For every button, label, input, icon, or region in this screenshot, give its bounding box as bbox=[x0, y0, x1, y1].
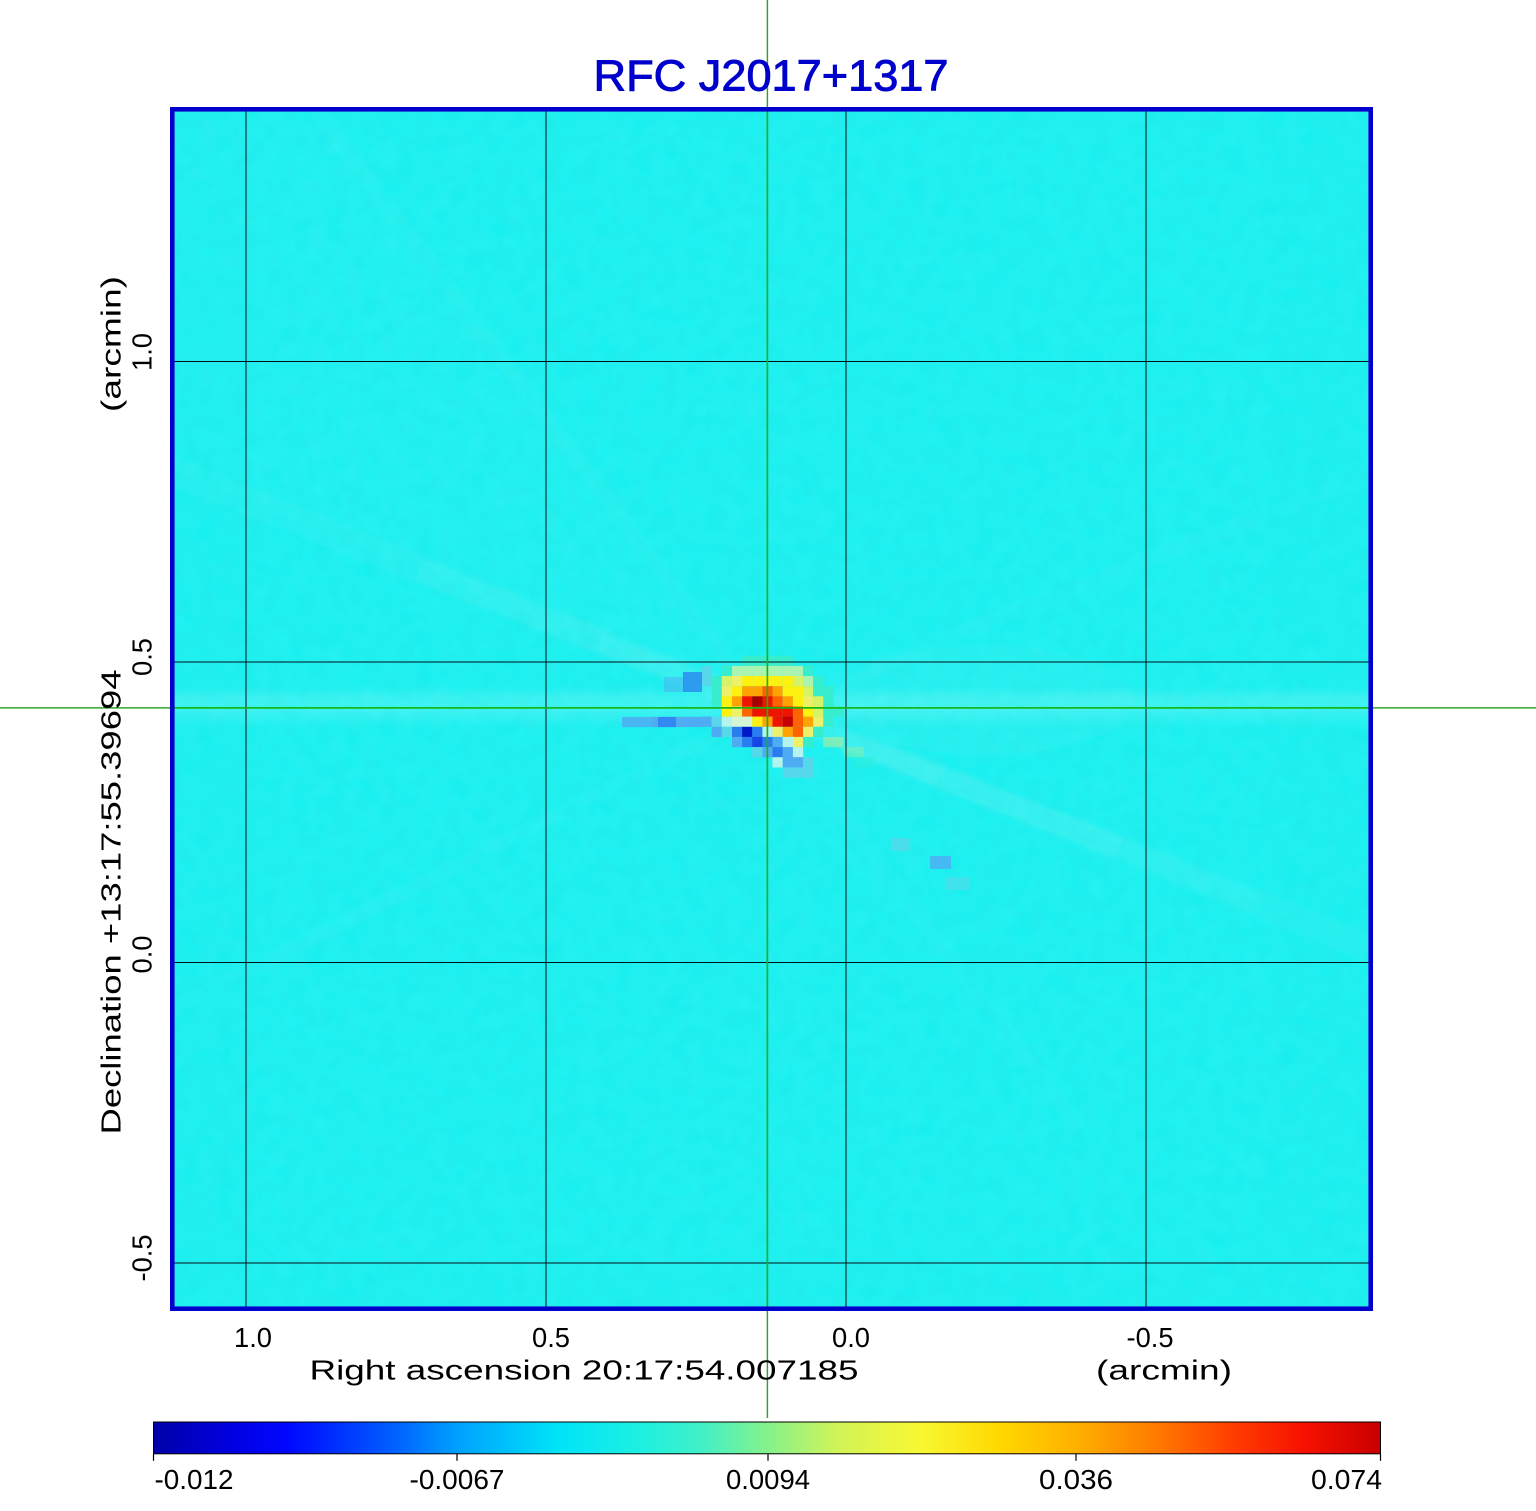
svg-text:Right ascension 20:17:54.0071: Right ascension 20:17:54.007185 bbox=[310, 1354, 859, 1385]
svg-text:-0.5: -0.5 bbox=[1127, 1322, 1174, 1353]
svg-text:0.0: 0.0 bbox=[832, 1322, 870, 1353]
svg-text:(arcmin): (arcmin) bbox=[1096, 1354, 1232, 1385]
svg-text:0.5: 0.5 bbox=[127, 638, 158, 676]
svg-text:0.0094: 0.0094 bbox=[726, 1464, 810, 1495]
svg-text:Declination +13:17:55.39694: Declination +13:17:55.39694 bbox=[96, 670, 127, 1135]
svg-text:1.0: 1.0 bbox=[234, 1322, 272, 1353]
svg-text:0.0: 0.0 bbox=[127, 936, 158, 974]
svg-text:-0.0067: -0.0067 bbox=[410, 1464, 505, 1495]
svg-text:0.5: 0.5 bbox=[532, 1322, 570, 1353]
svg-text:-0.5: -0.5 bbox=[127, 1235, 158, 1282]
svg-text:0.074: 0.074 bbox=[1311, 1464, 1382, 1495]
svg-text:(arcmin): (arcmin) bbox=[96, 276, 127, 412]
svg-text:1.0: 1.0 bbox=[127, 333, 158, 371]
svg-text:-0.012: -0.012 bbox=[155, 1464, 234, 1495]
svg-text:0.036: 0.036 bbox=[1039, 1464, 1113, 1495]
svg-text:RFC J2017+1317: RFC J2017+1317 bbox=[594, 52, 949, 101]
